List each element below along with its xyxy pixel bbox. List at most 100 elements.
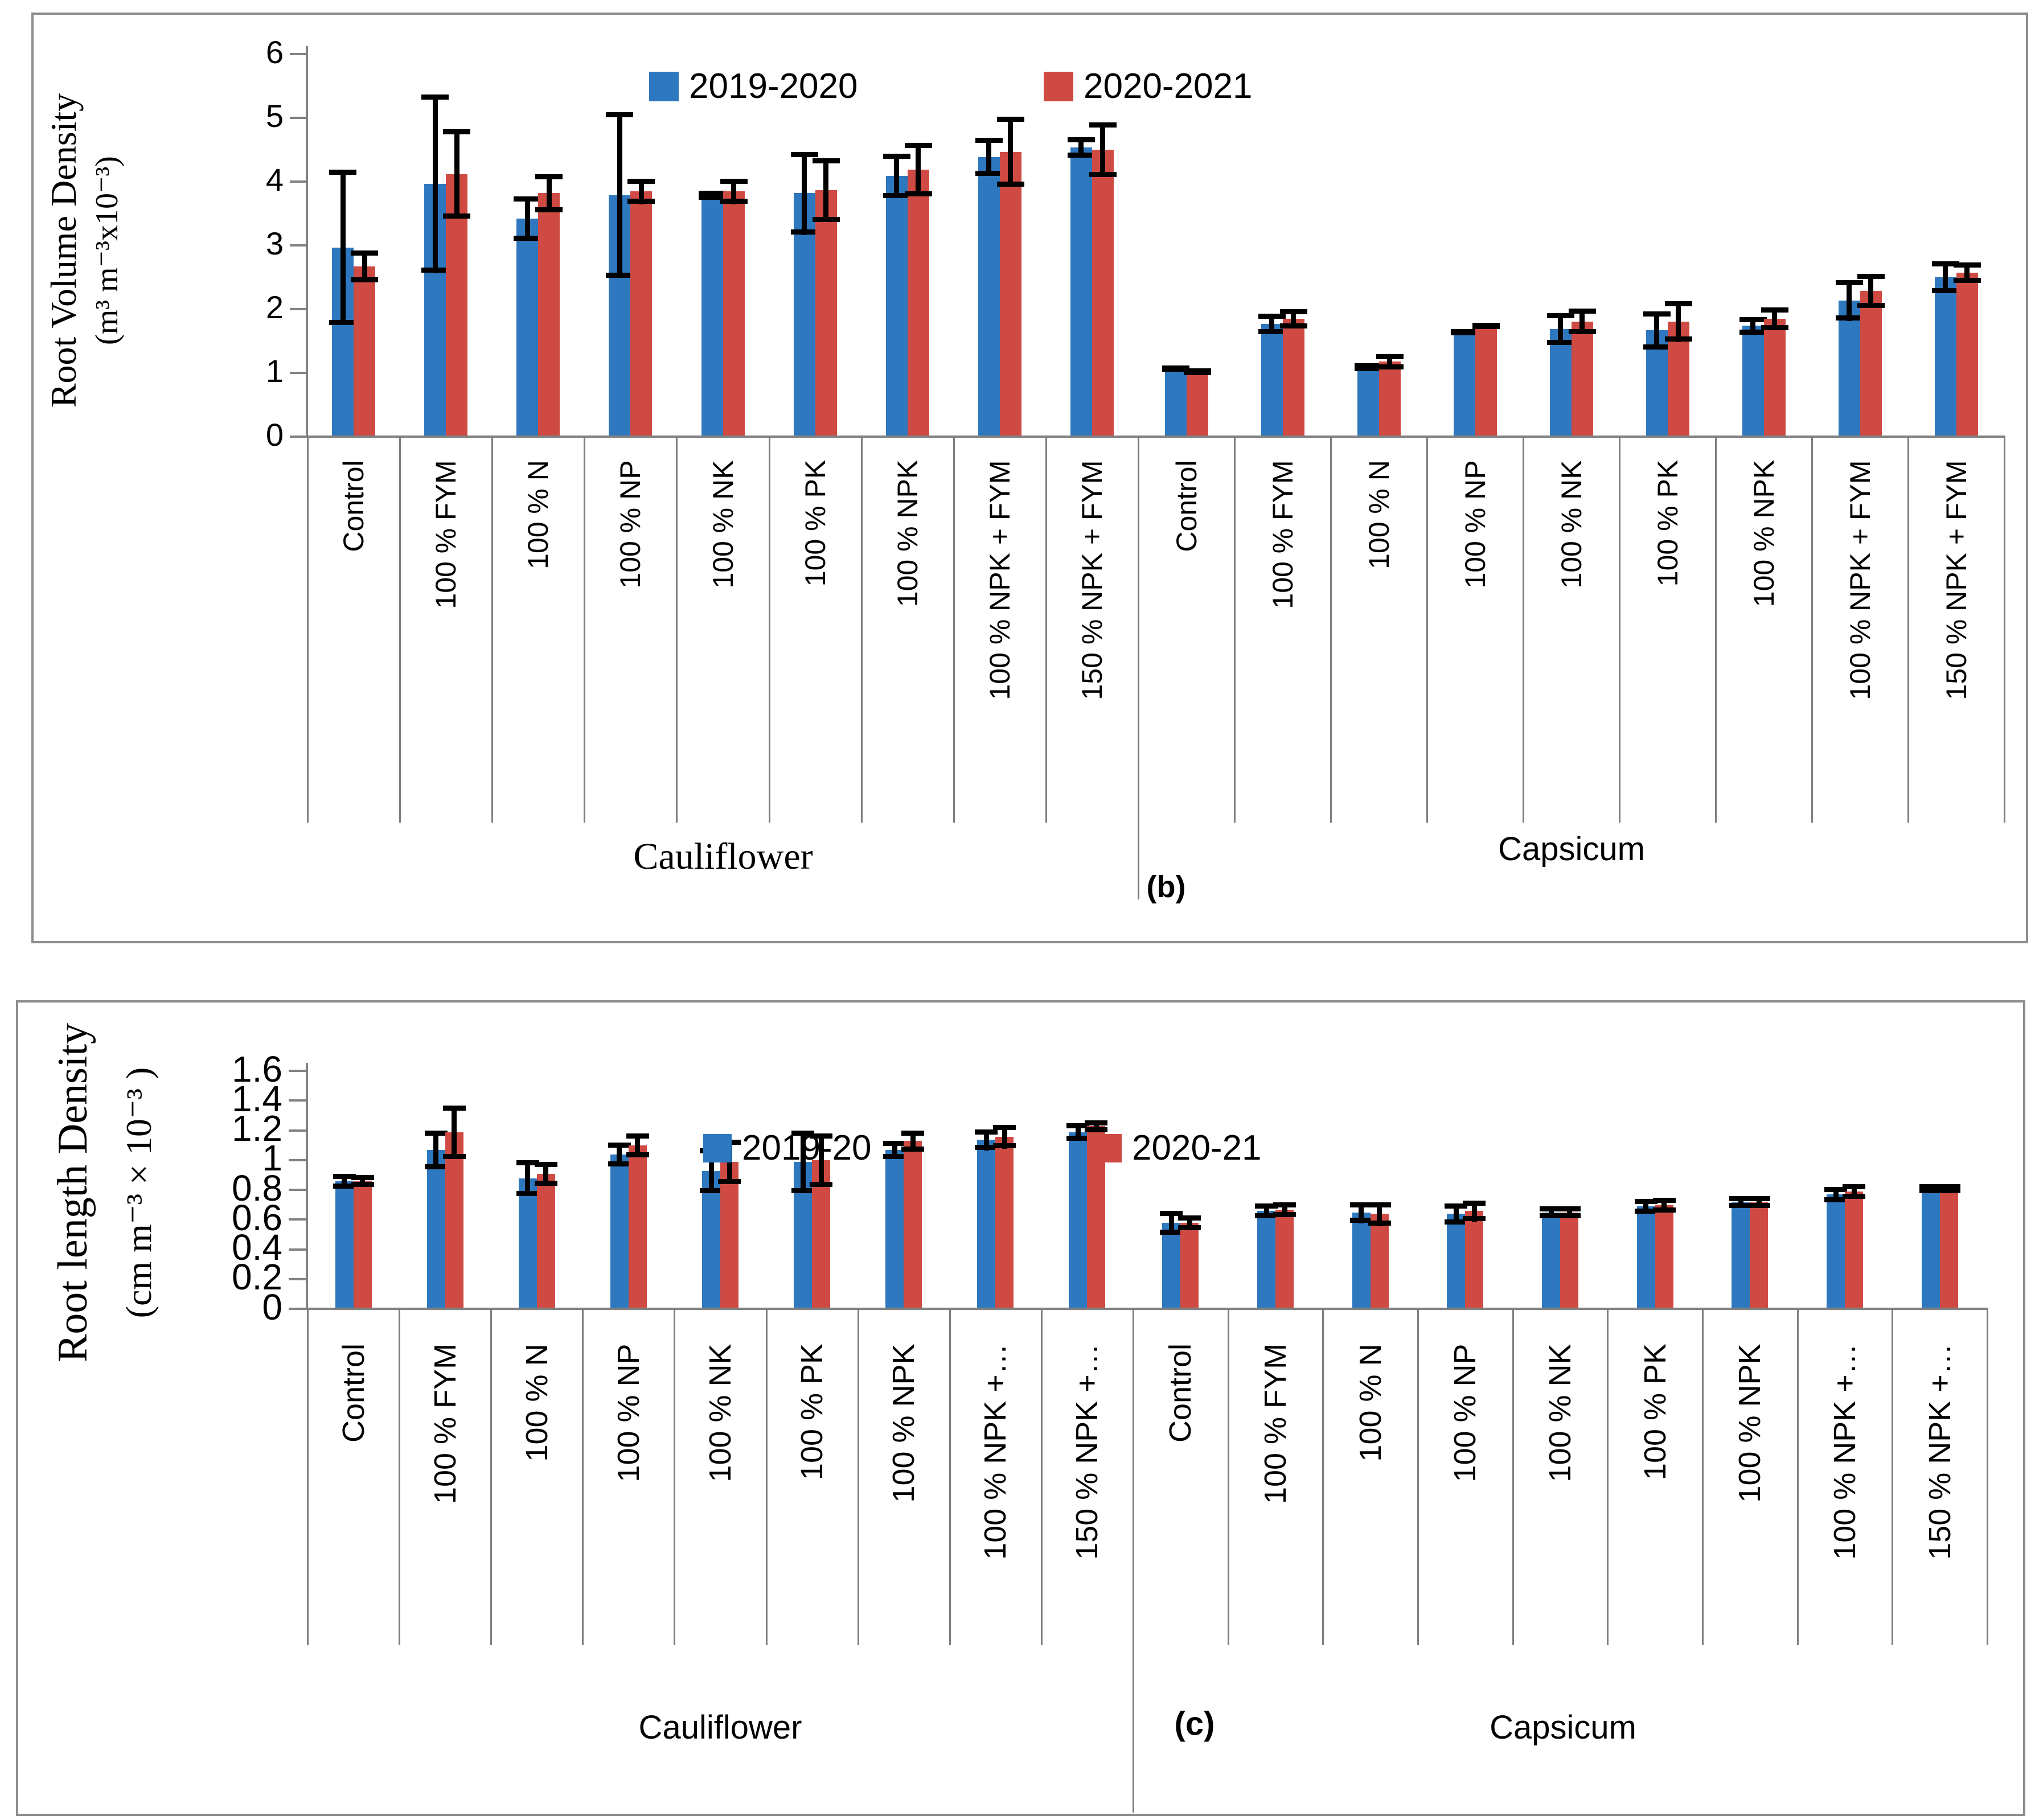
error-bar-cap-bottom — [1729, 1203, 1752, 1208]
error-bar-line — [892, 1141, 897, 1158]
category-divider — [1702, 1308, 1704, 1645]
error-bar-cap-bottom — [627, 199, 655, 204]
error-bar-line — [986, 138, 991, 176]
error-bar-line — [360, 1175, 365, 1187]
error-bar-cap-top — [810, 1133, 832, 1139]
bar-c-capsicum-1-s0 — [1257, 1211, 1275, 1308]
group-label-cauliflower: Cauliflower — [633, 836, 813, 877]
error-bar-cap-bottom — [443, 213, 470, 219]
error-bar-line — [894, 154, 899, 198]
error-bar-cap-top — [333, 1174, 356, 1179]
y-axis-line — [306, 1063, 308, 1308]
error-bar-cap-top — [975, 1129, 998, 1135]
y-tick-mark — [289, 1129, 306, 1132]
category-divider — [676, 436, 678, 823]
error-bar-line — [1387, 354, 1392, 369]
error-bar-cap-top — [1445, 1203, 1467, 1209]
y-tick-label: 6 — [265, 34, 284, 70]
y-tick-mark — [289, 1159, 306, 1161]
error-bar-line — [1359, 1202, 1364, 1223]
bar-b-cauliflower-8-s0 — [1070, 147, 1092, 436]
category-label: 150 % NPK +… — [1070, 1344, 1104, 1560]
category-label: 100 % NPK — [1733, 1344, 1767, 1503]
category-divider — [1045, 436, 1047, 823]
error-bar-cap-top — [813, 158, 840, 163]
error-bar-cap-bottom — [1747, 1203, 1770, 1208]
y-tick-label: 4 — [265, 162, 284, 198]
category-label: 100 % N — [1353, 1344, 1388, 1462]
bar-b-cauliflower-4-s1 — [723, 191, 745, 436]
y-axis-line — [306, 46, 308, 436]
category-divider — [1619, 436, 1620, 823]
y-tick-label: 5 — [265, 98, 284, 134]
bar-c-cauliflower-2-s1 — [537, 1174, 555, 1308]
category-label: 100 % N — [1363, 460, 1395, 569]
error-bar-cap-bottom — [700, 1188, 723, 1193]
error-bar-cap-top — [1747, 1196, 1770, 1201]
category-label: 100 % PK — [1652, 459, 1684, 587]
category-divider — [769, 436, 770, 823]
bar-b-cauliflower-5-s1 — [815, 190, 837, 436]
bar-b-capsicum-7-s0 — [1839, 301, 1860, 436]
legend-label: 2020-2021 — [1084, 67, 1253, 106]
bar-c-capsicum-6-s1 — [1750, 1202, 1768, 1308]
error-bar-cap-top — [1160, 1211, 1183, 1216]
error-bar-cap-top — [1843, 1184, 1865, 1189]
error-bar-line — [433, 1131, 438, 1169]
bar-c-capsicum-7-s0 — [1827, 1194, 1845, 1308]
error-bar-cap-bottom — [883, 193, 910, 198]
bar-b-capsicum-0-s0 — [1165, 368, 1187, 436]
y-tick-label: 1 — [265, 353, 284, 389]
error-bar-cap-bottom — [993, 1143, 1016, 1148]
category-label: 100 % FYM — [1267, 460, 1299, 609]
error-bar-line — [1100, 122, 1105, 177]
bar-b-capsicum-8-s0 — [1935, 277, 1956, 436]
error-bar-cap-bottom — [813, 217, 840, 222]
category-divider — [1322, 1308, 1324, 1645]
error-bar-cap-top — [1085, 1120, 1107, 1125]
error-bar-cap-bottom — [975, 171, 1003, 176]
category-divider — [1234, 436, 1236, 823]
error-bar-cap-bottom — [1761, 325, 1788, 330]
error-bar-cap-bottom — [1089, 172, 1117, 177]
category-label: 100 % NPK + FYM — [1844, 460, 1876, 700]
error-bar-cap-bottom — [1162, 367, 1189, 372]
bar-c-cauliflower-3-s1 — [629, 1145, 647, 1308]
y-tick-label: 1.4 — [232, 1078, 282, 1119]
error-bar-cap-bottom — [1954, 278, 1981, 283]
error-bar-line — [1833, 1187, 1839, 1202]
category-label: 100 % NPK — [1748, 459, 1780, 607]
error-bar-line — [1847, 280, 1852, 321]
error-bar-line — [1377, 1202, 1382, 1226]
bar-b-capsicum-7-s1 — [1860, 291, 1882, 436]
chart-panel-b — [31, 13, 2028, 943]
error-bar-cap-bottom — [1547, 340, 1574, 345]
error-bar-cap-bottom — [351, 277, 378, 282]
error-bar-cap-bottom — [1824, 1197, 1847, 1202]
error-bar-cap-top — [1280, 309, 1307, 314]
category-divider — [858, 1308, 859, 1645]
error-bar-cap-bottom — [975, 1145, 998, 1150]
category-label: 100 % PK — [799, 459, 831, 587]
legend-swatch-red — [1093, 1134, 1122, 1162]
error-bar-line — [1579, 309, 1585, 334]
bar-c-cauliflower-4-s0 — [702, 1171, 720, 1308]
bar-c-capsicum-2-s1 — [1371, 1214, 1389, 1308]
bar-b-capsicum-0-s1 — [1187, 372, 1208, 436]
error-bar-cap-top — [905, 143, 932, 148]
error-bar-cap-top — [1547, 313, 1574, 318]
error-bar-cap-bottom — [535, 207, 563, 212]
error-bar-line — [1282, 1202, 1287, 1217]
bar-c-capsicum-7-s1 — [1845, 1192, 1863, 1308]
error-bar-cap-bottom — [421, 268, 449, 273]
error-bar-cap-top — [606, 112, 633, 117]
category-divider — [307, 1308, 309, 1645]
error-bar-cap-top — [901, 1131, 924, 1136]
bar-c-capsicum-8-s1 — [1940, 1189, 1958, 1308]
error-bar-line — [452, 1106, 457, 1159]
error-bar-cap-top — [1729, 1196, 1752, 1201]
category-label: 100 % FYM — [1258, 1343, 1293, 1505]
x-axis-line — [306, 1308, 1987, 1310]
error-bar-line — [1654, 311, 1659, 350]
bar-b-capsicum-1-s0 — [1261, 324, 1283, 436]
